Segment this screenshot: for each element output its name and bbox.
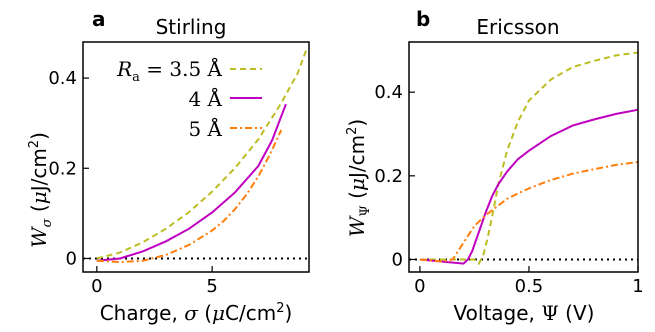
panel-a-series-line-1: [96, 103, 287, 262]
panel-b-x-tick-label: 0: [414, 276, 425, 297]
panel-a-y-axis-label: Wσ (μJ/cm2): [27, 132, 55, 248]
svg-text:Voltage, Ψ (V): Voltage, Ψ (V): [454, 301, 595, 325]
panel-a-title: Stirling: [156, 15, 227, 39]
panel-b-y-tick-label: 0.4: [374, 82, 403, 103]
panel-b-frame: [408, 41, 639, 273]
panel-a-series: [96, 48, 308, 264]
panel-b-y-axis-label: WΨ (μJ/cm2): [345, 119, 373, 237]
legend: Ra = 3.5 Å 4 Å 5 Å: [116, 56, 262, 141]
panel-a-ticks: 0 5 0 0.2 0.4: [48, 68, 218, 297]
panel-b-label: b: [416, 7, 430, 31]
panel-b-title: Ericsson: [476, 15, 559, 39]
panel-b-series-line-2: [419, 161, 639, 263]
svg-text:Wσ (μJ/cm2): Wσ (μJ/cm2): [27, 132, 55, 248]
panel-a-x-axis-label: Charge, σ (μC/cm2): [100, 301, 293, 325]
panel-a-x-tick-label: 0: [91, 276, 102, 297]
panel-b-x-tick-label: 0.5: [515, 276, 544, 297]
legend-label-4: 4 Å: [188, 86, 222, 111]
panel-a-series-line-0: [96, 48, 308, 260]
legend-label-ra-3-5: Ra = 3.5 Å: [116, 56, 222, 85]
svg-text:Charge, σ (μC/cm2): Charge, σ (μC/cm2): [100, 301, 293, 325]
panel-b-series-line-0: [419, 51, 639, 266]
panel-a-y-tick-label: 0.4: [48, 68, 77, 89]
panel-b-series: [419, 51, 639, 266]
panel-a-series-line-2: [96, 129, 283, 264]
panel-b-x-axis-label: Voltage, Ψ (V): [454, 301, 595, 325]
panel-b-ticks: 0 0.5 1 0 0.2 0.4: [374, 82, 643, 297]
panel-b-series-line-1: [419, 108, 639, 265]
panel-b-x-tick-label: 1: [632, 276, 643, 297]
svg-text:WΨ (μJ/cm2): WΨ (μJ/cm2): [345, 119, 373, 237]
panel-a-frame: [82, 41, 310, 273]
panel-a-label: a: [92, 7, 106, 31]
panel-b-y-tick-label: 0: [392, 249, 403, 270]
legend-label-5: 5 Å: [188, 116, 222, 141]
panel-a-y-tick-label: 0: [66, 248, 77, 269]
panel-a-x-tick-label: 5: [206, 276, 217, 297]
panel-b-y-tick-label: 0.2: [374, 166, 403, 187]
panel-a: a Stirling Wσ (μJ/cm2) Charge, σ (μC/cm2…: [27, 7, 310, 325]
panel-a-y-tick-label: 0.2: [48, 158, 77, 179]
